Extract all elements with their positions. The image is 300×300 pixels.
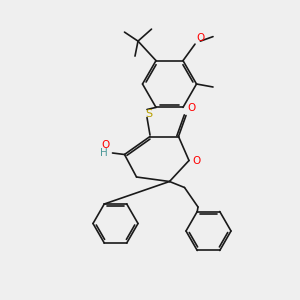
Text: O: O <box>196 33 205 43</box>
Text: O: O <box>101 140 110 151</box>
Text: O: O <box>192 155 200 166</box>
Text: H: H <box>100 148 108 158</box>
Text: S: S <box>145 109 152 119</box>
Text: O: O <box>188 103 196 113</box>
